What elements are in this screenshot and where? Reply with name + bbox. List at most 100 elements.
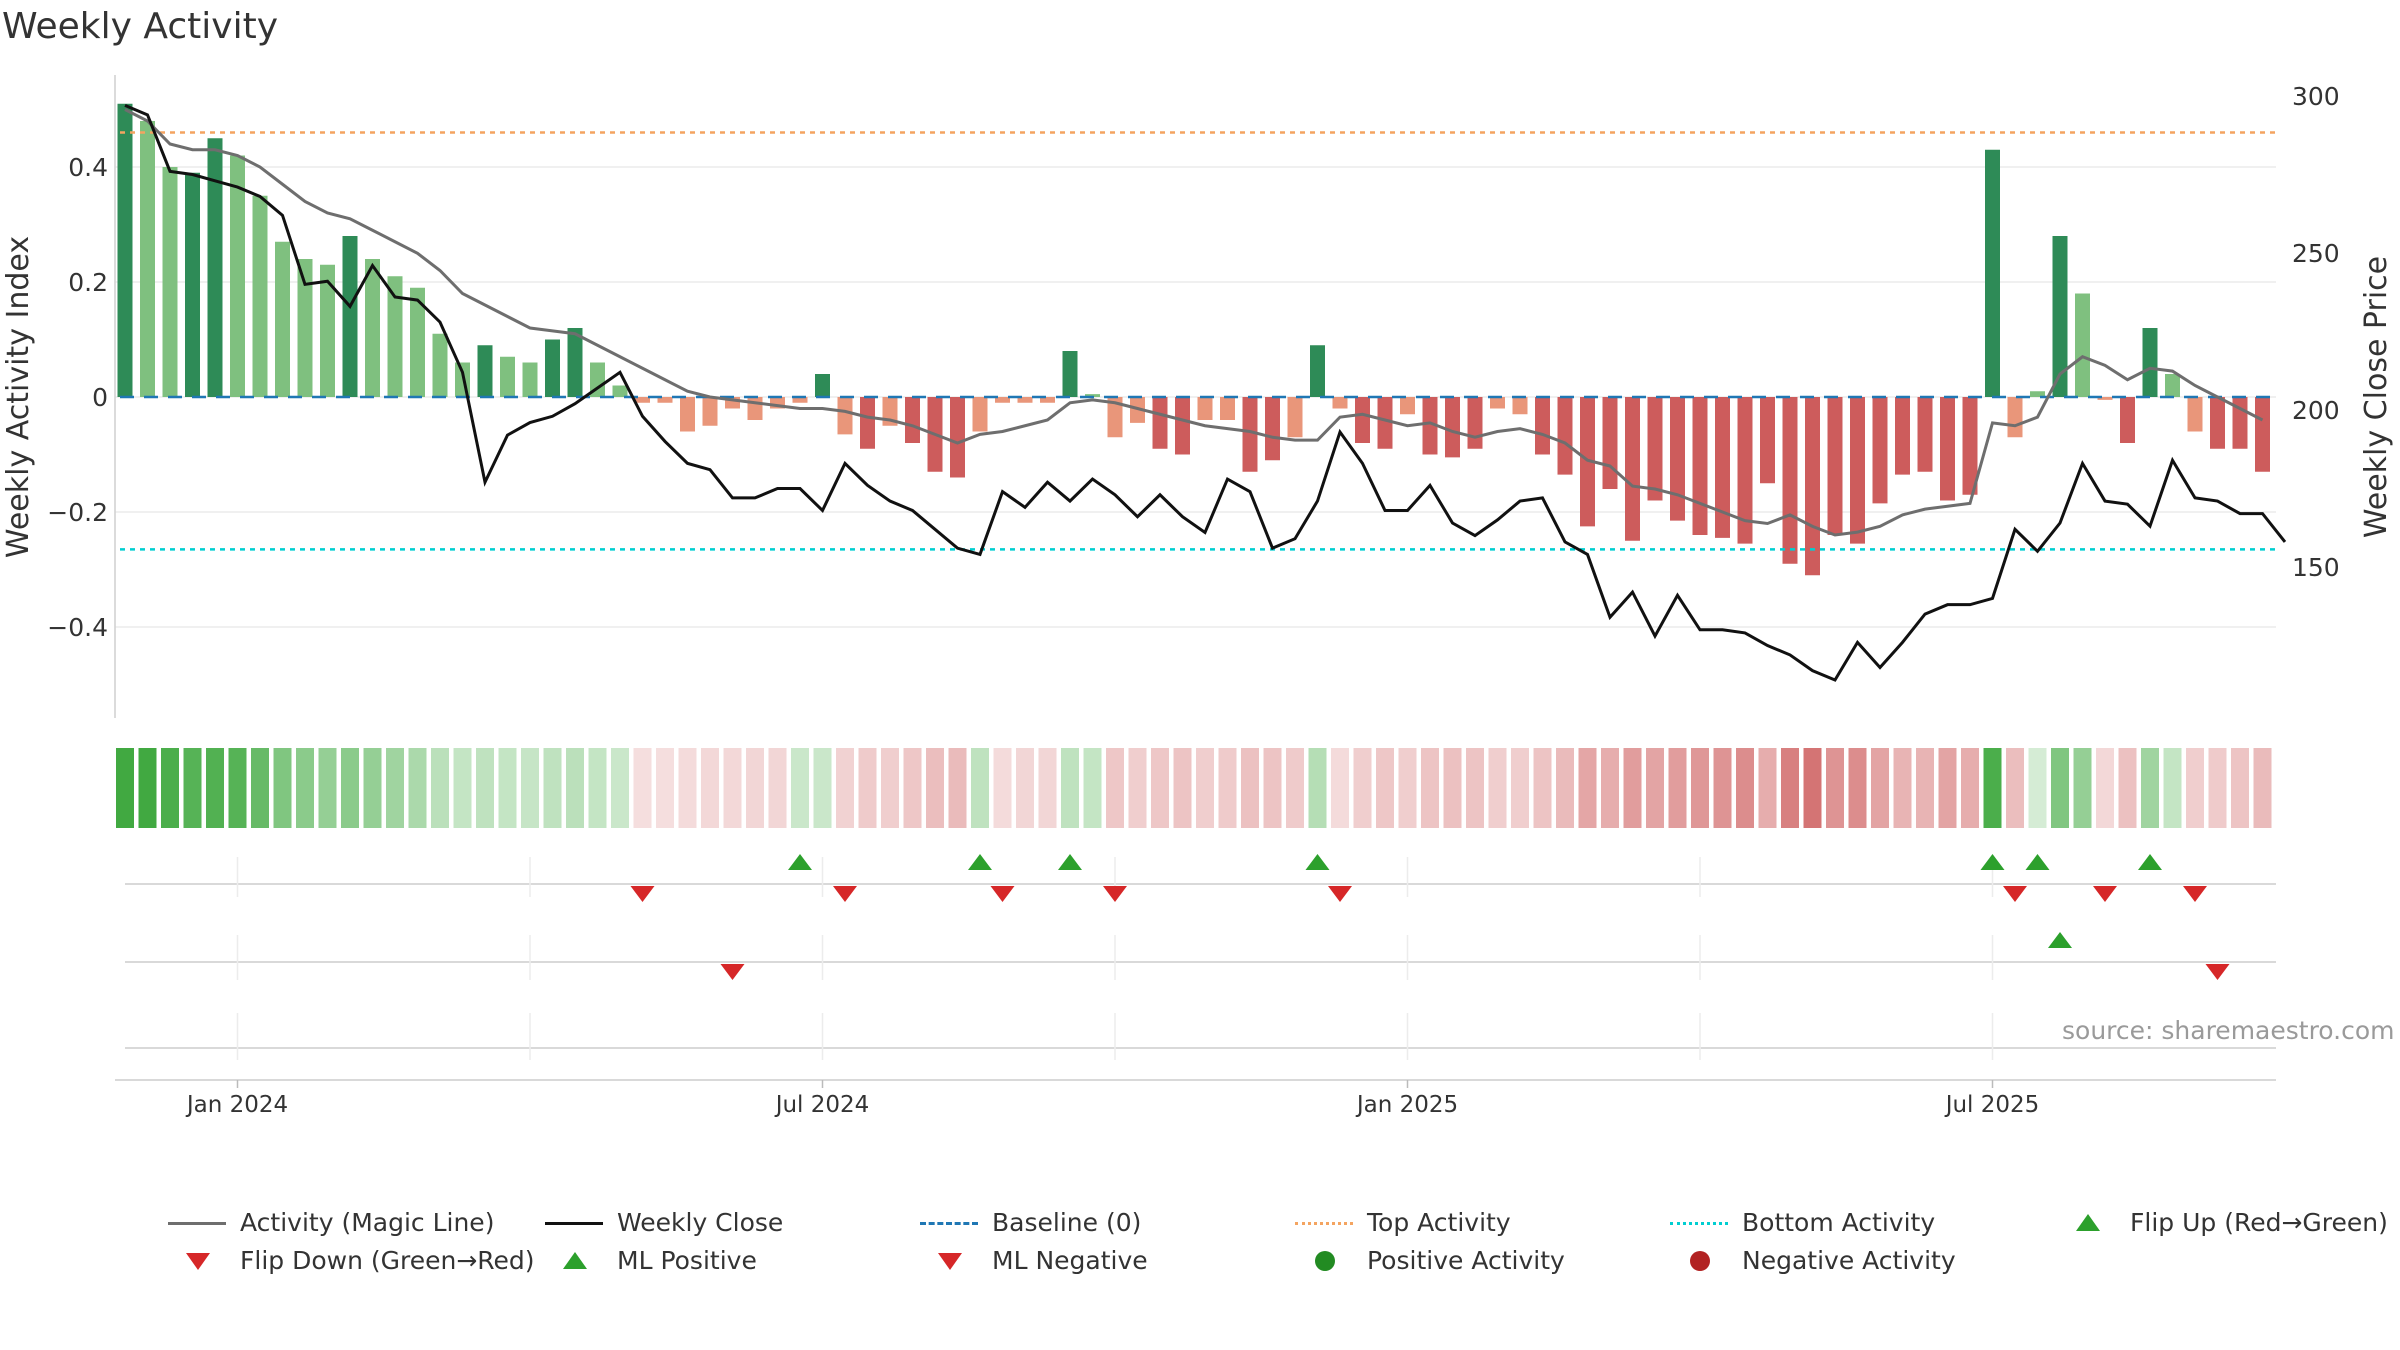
shade-cell <box>1983 748 2002 828</box>
shade-cell <box>836 748 854 828</box>
legend-ml-negative: ML Negative <box>918 1246 1148 1275</box>
activity-bar <box>342 236 358 397</box>
shade-cell <box>1961 748 1979 828</box>
legend-bottom-activity: Bottom Activity <box>1668 1208 1935 1237</box>
activity-bars <box>117 103 2270 576</box>
activity-bar <box>1940 397 1955 501</box>
shade-cell <box>1758 748 1777 828</box>
activity-bar <box>837 397 853 435</box>
legend-bottom-activity-label: Bottom Activity <box>1742 1208 1936 1237</box>
shade-cell <box>1511 748 1529 828</box>
legend-weekly-close-label: Weekly Close <box>617 1208 784 1237</box>
activity-bar <box>500 356 515 397</box>
activity-bar <box>1670 397 1685 521</box>
flip-down-marker <box>1103 886 1127 902</box>
flip-up-marker <box>1058 854 1082 870</box>
activity-bar <box>770 397 785 409</box>
grid-lines <box>115 166 2276 628</box>
activity-bar <box>297 259 313 397</box>
shade-cell <box>1556 748 1574 828</box>
activity-bar <box>117 103 133 397</box>
shade-cell <box>1263 748 1282 828</box>
flip-up-marker <box>2025 854 2050 870</box>
activity-bar <box>1737 397 1753 544</box>
shade-cell <box>1038 748 1057 828</box>
magic-line-swatch <box>166 1211 228 1235</box>
y2-tick-label: 150 <box>2292 553 2340 582</box>
shade-cell <box>611 748 629 828</box>
flip-down-marker <box>833 886 857 902</box>
shade-cell <box>431 748 449 828</box>
shade-cell <box>296 748 314 828</box>
activity-bar <box>1242 397 1258 472</box>
shade-cell <box>1578 748 1597 828</box>
activity-bar <box>2052 236 2068 397</box>
flip-up-marker <box>2138 854 2162 870</box>
activity-bar <box>1062 351 1078 397</box>
shade-cell <box>2208 748 2227 828</box>
legend-negative-activity-label: Negative Activity <box>1742 1246 1956 1275</box>
shade-cell <box>1353 748 1372 828</box>
shade-cell <box>341 748 359 828</box>
line-series <box>124 104 2287 682</box>
flip-up-icon <box>2056 1211 2118 1235</box>
shade-cell <box>1398 748 1417 828</box>
activity-bar <box>1692 397 1708 535</box>
activity-bar <box>1557 397 1573 475</box>
activity-bar <box>1827 397 1843 535</box>
shade-cell <box>2118 748 2137 828</box>
flip-down-marker <box>1328 886 1352 902</box>
magic-line <box>124 108 2264 537</box>
activity-bar <box>1962 397 1978 495</box>
activity-bar <box>1917 397 1933 472</box>
y-tick-label: 0.2 <box>68 268 108 297</box>
activity-bar <box>635 397 650 403</box>
activity-bar <box>860 397 875 449</box>
y2-tick-label: 200 <box>2292 396 2340 425</box>
activity-bar <box>207 138 223 397</box>
activity-bar <box>2075 293 2090 397</box>
shade-cell <box>1196 748 1214 828</box>
shade-cell <box>1061 748 1079 828</box>
shade-cell <box>138 748 157 828</box>
flip-down-marker <box>2093 886 2117 902</box>
shade-cell <box>948 748 967 828</box>
activity-bar <box>1175 397 1190 455</box>
activity-bar <box>365 259 380 397</box>
shade-cell <box>1601 748 1619 828</box>
shade-cell <box>273 748 292 828</box>
activity-bar <box>1850 397 1865 544</box>
shade-cell <box>116 748 134 828</box>
positive-activity-dot-icon <box>1293 1249 1355 1273</box>
flip-up-marker <box>1980 854 2005 870</box>
flip-up-marker <box>1305 854 1330 870</box>
shade-cell <box>543 748 562 828</box>
activity-bar <box>410 287 425 397</box>
activity-bar <box>432 333 448 397</box>
x-tick-label: Jan 2024 <box>185 1092 288 1118</box>
shade-cell <box>678 748 697 828</box>
shade-cell <box>971 748 989 828</box>
flip-down-marker <box>990 886 1015 902</box>
shade-cell <box>1713 748 1732 828</box>
activity-bar <box>275 241 290 397</box>
shade-cell <box>2253 748 2272 828</box>
shade-cell <box>2231 748 2249 828</box>
legend-baseline-label: Baseline (0) <box>992 1208 1142 1237</box>
shade-cell <box>386 748 404 828</box>
legend-baseline: Baseline (0) <box>918 1208 1141 1237</box>
axes: 0.4 0.2 0 −0.2 −0.4 300 250 200 150 Weekly Activi… <box>1 75 2394 718</box>
activity-bar <box>1625 397 1640 541</box>
legend-flip-up: Flip Up (Red→Green) <box>2056 1208 2388 1237</box>
signal-panels <box>115 854 2276 1081</box>
source-label: source: sharemaestro.com <box>2062 1016 2395 1045</box>
activity-bar <box>185 172 200 397</box>
activity-bar <box>477 345 493 397</box>
activity-bar <box>162 167 178 397</box>
shade-cell <box>566 748 584 828</box>
activity-bar <box>1197 397 1213 420</box>
shade-cell <box>476 748 494 828</box>
legend-top-activity-label: Top Activity <box>1367 1208 1511 1237</box>
activity-bar <box>905 397 920 443</box>
